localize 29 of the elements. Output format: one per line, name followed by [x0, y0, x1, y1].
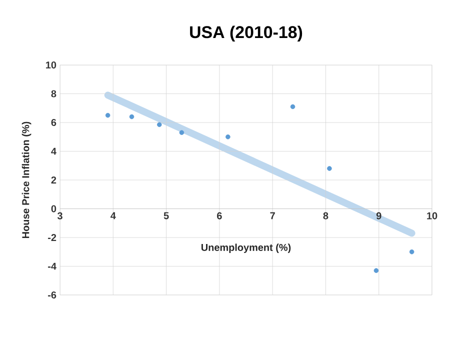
- point: [156, 122, 162, 128]
- y-tick-label: -4: [48, 262, 56, 270]
- chart-title: USA (2010-18): [190, 26, 302, 42]
- y-tick-label: 6: [51, 118, 56, 126]
- point: [327, 166, 332, 171]
- point: [129, 114, 134, 120]
- y-tick-label: -6: [48, 291, 56, 299]
- point: [105, 112, 110, 118]
- x-tick-label: 6: [217, 212, 222, 220]
- x-tick-label: 8: [323, 212, 328, 220]
- point: [409, 249, 414, 254]
- y-tick-label: 0: [51, 205, 56, 212]
- y-tick-label: 10: [46, 61, 56, 69]
- x-axis-title: Unemployment (%): [201, 244, 291, 253]
- y-tick-label: 2: [51, 176, 56, 184]
- point: [374, 268, 379, 273]
- x-tick-label: 5: [164, 212, 169, 220]
- y-tick-label: -2: [48, 234, 56, 241]
- x-tick-label: 4: [110, 212, 116, 220]
- point: [226, 134, 230, 140]
- y-tick-label: 4: [51, 148, 56, 155]
- x-tick-label: 10: [427, 212, 438, 220]
- y-tick-label: 8: [51, 90, 56, 98]
- point: [179, 130, 184, 135]
- y-axis-title: House Price Inflation (%): [22, 122, 32, 238]
- x-tick-label: 9: [376, 212, 382, 220]
- point: [290, 104, 296, 110]
- x-tick-label: 3: [57, 212, 62, 220]
- x-tick-label: 7: [270, 212, 275, 220]
